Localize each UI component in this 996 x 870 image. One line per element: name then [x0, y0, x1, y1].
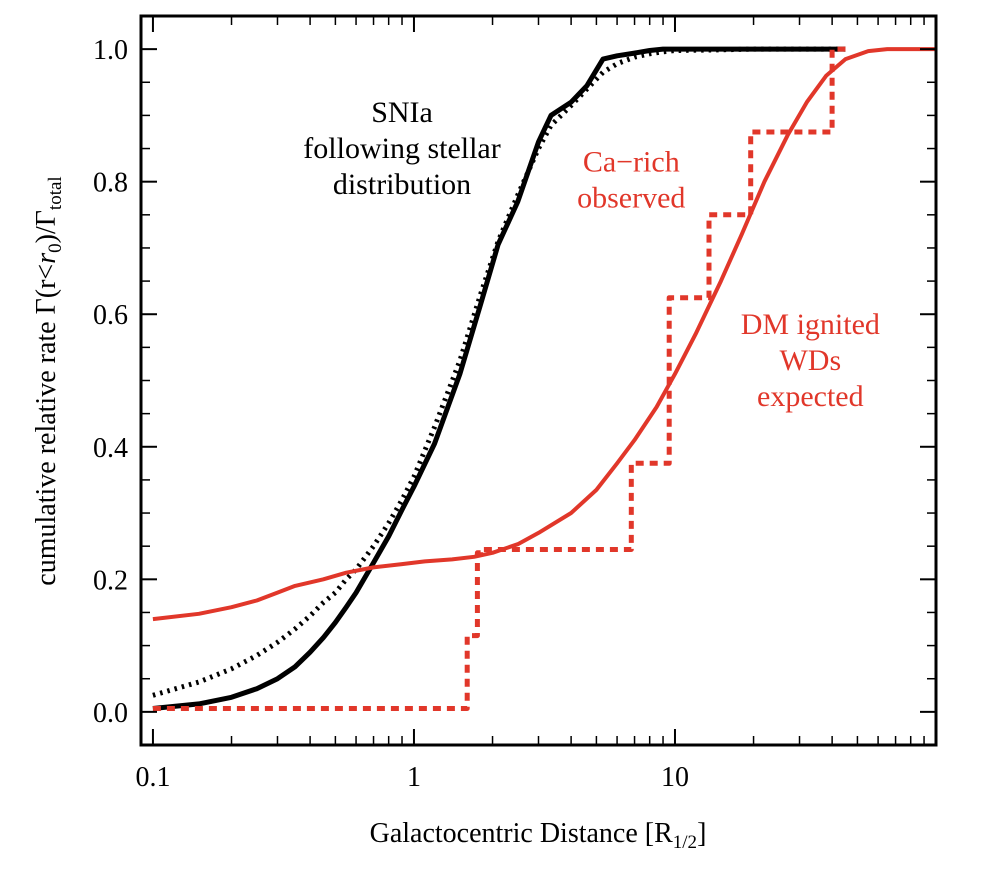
y-tick-label: 0.4 — [93, 433, 128, 464]
annotations: SNIa following stellar distribution Ca−rich… — [303, 96, 880, 413]
y-axis-label-mid: )/Γ — [31, 210, 62, 243]
y-tick-label: 1.0 — [93, 35, 128, 66]
x-axis-label-sub: 1/2 — [673, 832, 697, 853]
axis-ticks — [140, 16, 937, 745]
annotation-line: following stellar — [303, 132, 500, 165]
annotation-line: distribution — [333, 168, 471, 201]
annotation-line: DM ignited — [741, 308, 880, 341]
x-tick-label: 1 — [407, 762, 421, 793]
y-axis-label-prefix: cumulative relative rate Γ(r< — [31, 264, 62, 586]
y-tick-label: 0.0 — [93, 698, 128, 729]
annotation-2: DM ignited WDs expected — [741, 308, 880, 413]
annotation-line: WDs — [779, 344, 841, 377]
annotation-line: observed — [577, 182, 685, 215]
annotation-line: Ca−rich — [583, 146, 680, 179]
series-line-2 — [152, 47, 936, 622]
series-line-1 — [152, 46, 846, 698]
y-axis-label-sub: total — [45, 176, 66, 210]
y-axis-label: cumulative relative rate Γ(r<r0)/Γtotal — [31, 176, 66, 585]
series-line-0 — [152, 46, 846, 711]
annotation-line: SNIa — [371, 96, 433, 129]
x-axis-label-end: ] — [697, 818, 706, 849]
y-tick-label: 0.2 — [93, 565, 128, 596]
y-axis-label-r: r — [31, 253, 62, 264]
series-line-3 — [152, 46, 846, 711]
x-tick-label: 10 — [661, 762, 689, 793]
x-tick-label: 0.1 — [135, 762, 170, 793]
annotation-0: SNIa following stellar distribution — [303, 96, 500, 201]
x-axis-label: Galactocentric Distance [R1/2] — [370, 818, 707, 853]
y-tick-label: 0.8 — [93, 168, 128, 199]
annotation-line: expected — [757, 380, 864, 413]
data-lines — [152, 46, 936, 711]
y-axis-label-r-sub: 0 — [45, 243, 66, 253]
annotation-1: Ca−rich observed — [577, 146, 685, 215]
tick-labels: 0.1 1 10 0.0 0.2 0.4 0.6 0.8 1.0 — [93, 35, 689, 793]
x-axis-label-main: Galactocentric Distance [R — [370, 818, 674, 849]
y-tick-label: 0.6 — [93, 300, 128, 331]
